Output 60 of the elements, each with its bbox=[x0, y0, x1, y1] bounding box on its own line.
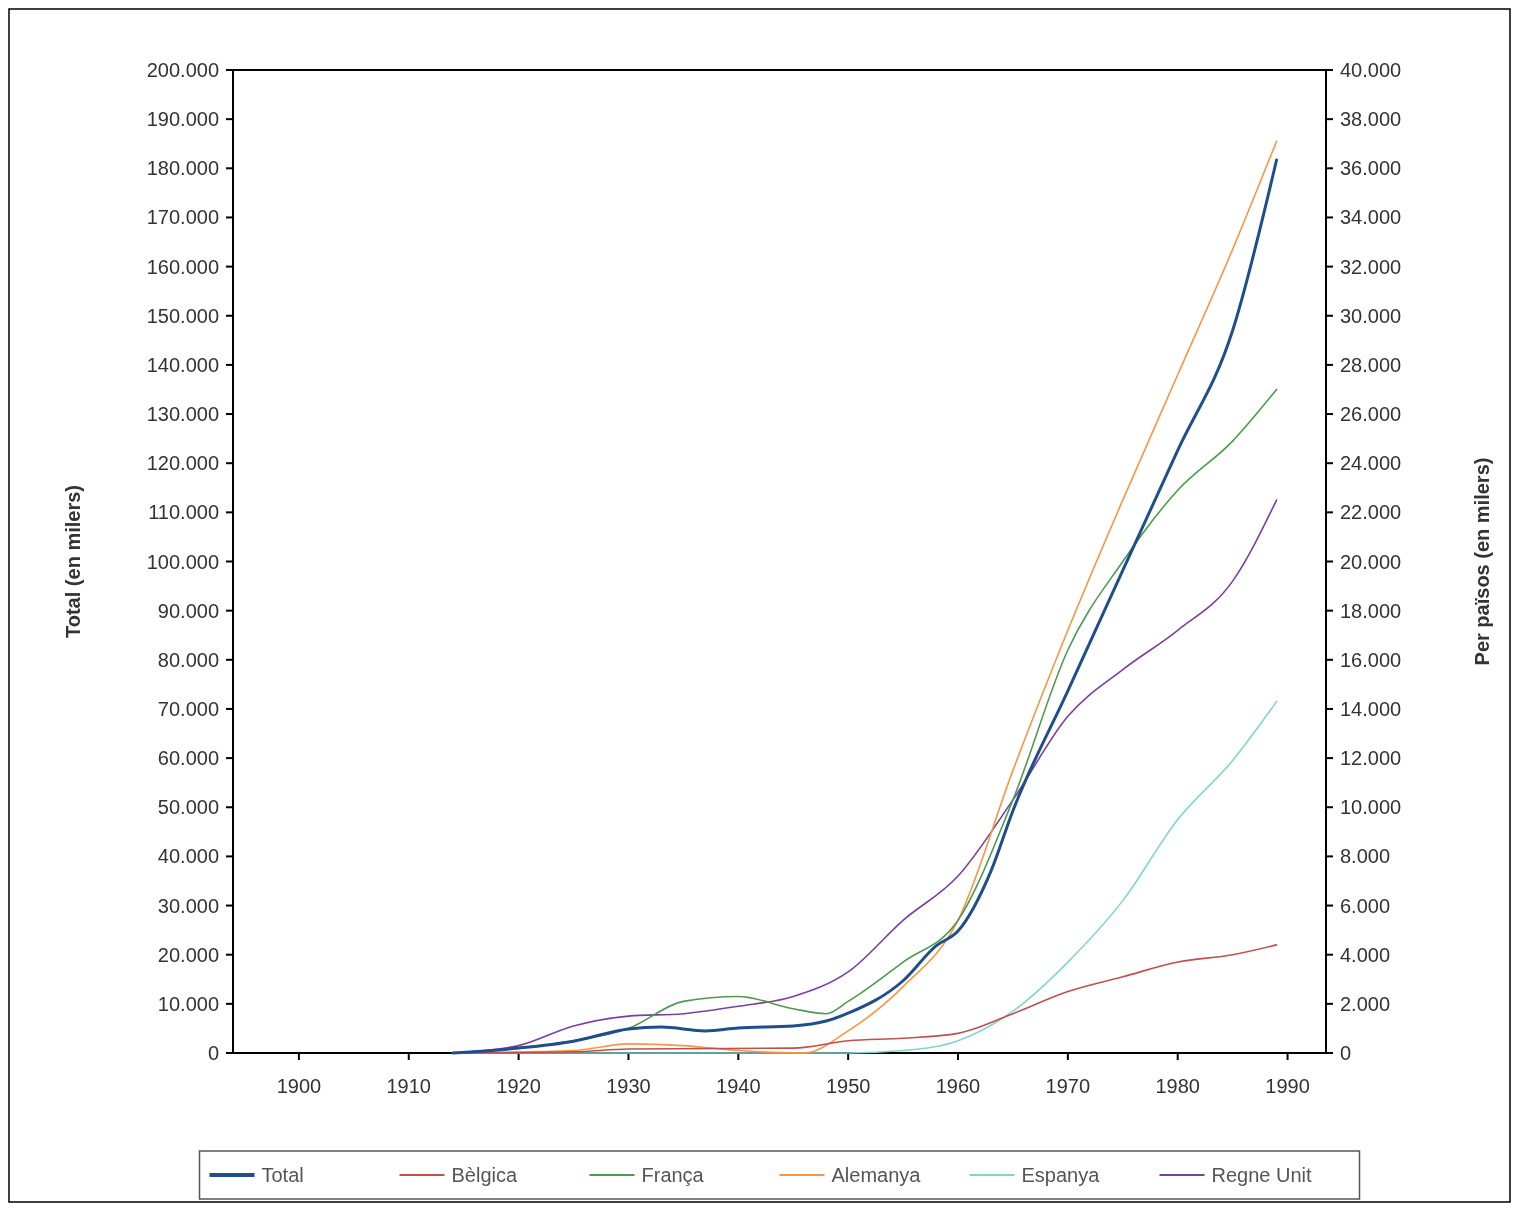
y-tick-label: 190.000 bbox=[146, 108, 219, 131]
y2-tick-label: 0 bbox=[1340, 1042, 1352, 1064]
y2-tick-label: 10.000 bbox=[1340, 796, 1402, 819]
y-tick-label: 170.000 bbox=[146, 206, 219, 229]
y-tick-label: 10.000 bbox=[157, 992, 219, 1015]
y-tick-label: 110.000 bbox=[148, 501, 219, 524]
y-tick-label: 20.000 bbox=[157, 943, 219, 966]
legend-label: Bèlgica bbox=[451, 1164, 518, 1186]
y2-tick-label: 24.000 bbox=[1340, 452, 1402, 475]
x-tick-label: 1950 bbox=[825, 1075, 871, 1097]
y-tick-label: 150.000 bbox=[146, 304, 219, 327]
y2-tick-label: 26.000 bbox=[1340, 403, 1402, 426]
y2-tick-label: 2.000 bbox=[1340, 992, 1391, 1015]
y2-tick-label: 22.000 bbox=[1340, 501, 1402, 524]
y-tick-label: 200.000 bbox=[146, 59, 219, 81]
y-tick-label: 40.000 bbox=[157, 845, 219, 868]
y-tick-label: 160.000 bbox=[146, 255, 219, 278]
y2-tick-label: 6.000 bbox=[1340, 894, 1391, 917]
x-tick-label: 1910 bbox=[386, 1075, 432, 1097]
y2-tick-label: 30.000 bbox=[1340, 304, 1402, 327]
y-axis-title: Total (en milers) bbox=[62, 485, 84, 638]
legend-label: Regne Unit bbox=[1211, 1164, 1312, 1186]
y2-tick-label: 18.000 bbox=[1340, 599, 1402, 622]
y-tick-label: 30.000 bbox=[157, 894, 219, 917]
y2-tick-label: 36.000 bbox=[1340, 157, 1402, 180]
legend-label: França bbox=[641, 1164, 705, 1186]
y2-tick-label: 20.000 bbox=[1340, 550, 1402, 573]
y2-tick-label: 40.000 bbox=[1340, 59, 1402, 81]
y-tick-label: 80.000 bbox=[157, 648, 219, 671]
y-tick-label: 90.000 bbox=[157, 599, 219, 622]
legend-label: Alemanya bbox=[831, 1164, 922, 1186]
x-tick-label: 1970 bbox=[1045, 1075, 1091, 1097]
x-tick-label: 1920 bbox=[496, 1075, 541, 1097]
x-tick-label: 1990 bbox=[1265, 1075, 1310, 1097]
legend-label: Espanya bbox=[1021, 1164, 1101, 1186]
y2-tick-label: 28.000 bbox=[1340, 353, 1402, 376]
legend-label: Total bbox=[261, 1164, 304, 1186]
y-tick-label: 120.000 bbox=[146, 452, 219, 475]
y2-tick-label: 8.000 bbox=[1340, 845, 1391, 868]
x-tick-label: 1900 bbox=[276, 1075, 322, 1097]
y-tick-label: 0 bbox=[207, 1042, 219, 1064]
y-tick-label: 50.000 bbox=[157, 796, 219, 819]
y2-axis-title: Per països (en milers) bbox=[1471, 457, 1493, 666]
y-tick-label: 130.000 bbox=[146, 403, 219, 426]
y2-tick-label: 12.000 bbox=[1340, 747, 1402, 770]
x-tick-label: 1940 bbox=[716, 1075, 761, 1097]
y-tick-label: 60.000 bbox=[157, 747, 219, 770]
y2-tick-label: 16.000 bbox=[1340, 648, 1402, 671]
y2-tick-label: 32.000 bbox=[1340, 255, 1402, 278]
y-tick-label: 100.000 bbox=[146, 550, 219, 573]
y2-tick-label: 34.000 bbox=[1340, 206, 1402, 229]
y2-tick-label: 4.000 bbox=[1340, 943, 1391, 966]
y-tick-label: 180.000 bbox=[146, 157, 219, 180]
y-tick-label: 140.000 bbox=[146, 353, 219, 376]
y2-tick-label: 38.000 bbox=[1340, 108, 1402, 131]
x-tick-label: 1980 bbox=[1155, 1075, 1200, 1097]
y-tick-label: 70.000 bbox=[157, 697, 219, 720]
y2-tick-label: 14.000 bbox=[1340, 697, 1402, 720]
x-tick-label: 1960 bbox=[935, 1075, 981, 1097]
x-tick-label: 1930 bbox=[606, 1075, 651, 1097]
